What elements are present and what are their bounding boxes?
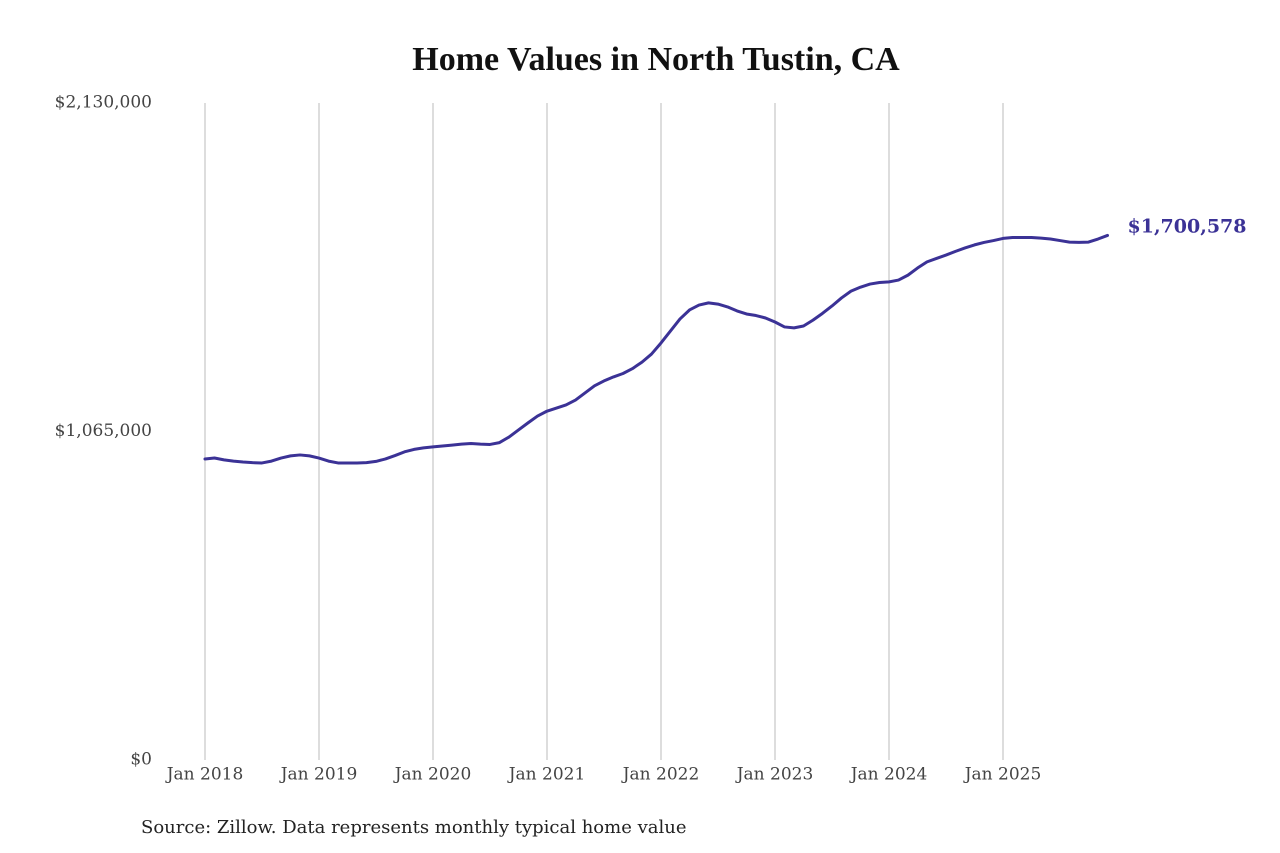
chart-title: Home Values in North Tustin, CA xyxy=(412,41,900,78)
value-label: $1,700,578 xyxy=(1128,215,1247,237)
x-tick-label: Jan 2022 xyxy=(621,765,700,785)
x-tick-label: Jan 2020 xyxy=(393,765,472,785)
x-tick-label: Jan 2025 xyxy=(963,765,1042,785)
line xyxy=(203,233,1109,465)
source-note: Source: Zillow. Data represents monthly … xyxy=(141,817,687,838)
y-tick-label: $1,065,000 xyxy=(55,421,152,441)
y-tick-label: $2,130,000 xyxy=(55,93,152,113)
x-tick-label: Jan 2024 xyxy=(849,765,928,785)
x-tick-label: Jan 2023 xyxy=(735,765,814,785)
x-tick-label: Jan 2018 xyxy=(165,765,244,785)
x-tick-label: Jan 2019 xyxy=(279,765,358,785)
x-tick-label: Jan 2021 xyxy=(507,765,586,785)
y-tick-label: $0 xyxy=(130,750,152,770)
